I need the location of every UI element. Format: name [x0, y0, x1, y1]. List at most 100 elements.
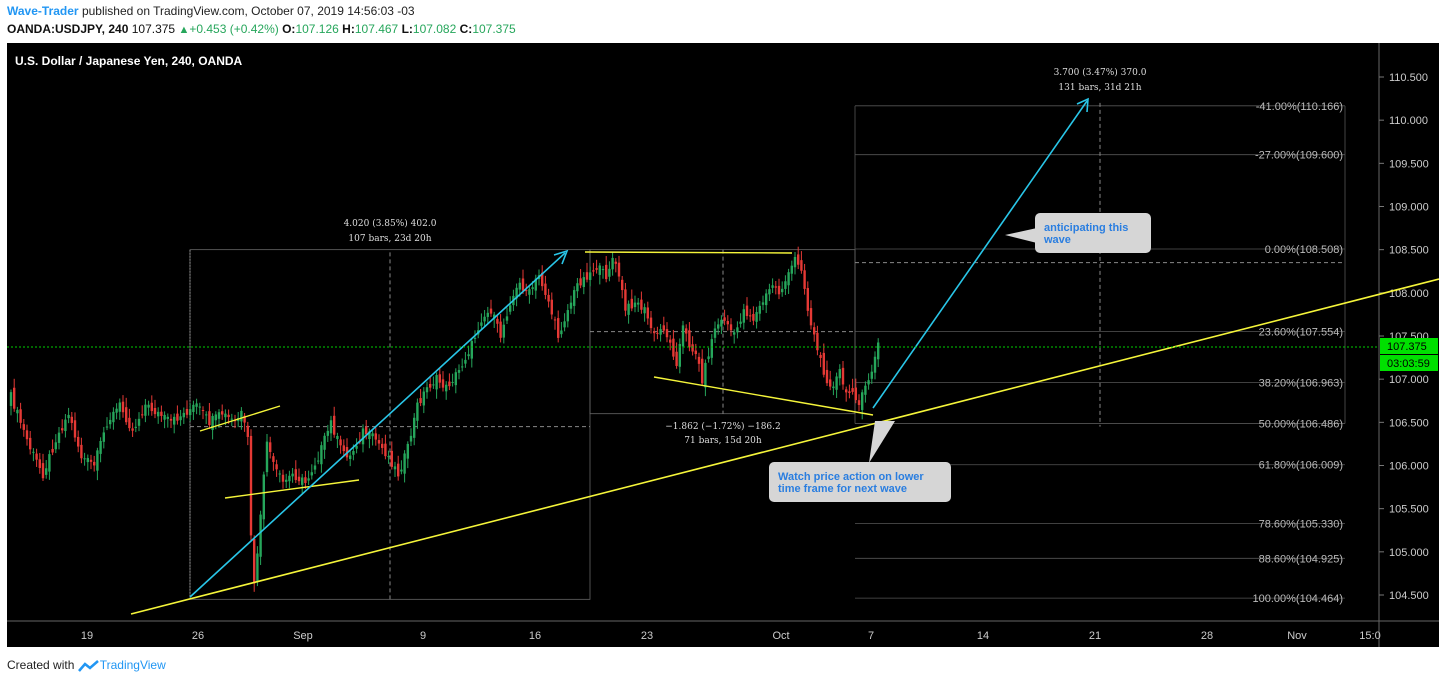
lower-support-line	[653, 376, 874, 416]
footer: Created with TradingView	[7, 658, 166, 672]
candle-body	[832, 386, 835, 389]
candle-body	[157, 411, 160, 417]
candle-body	[214, 414, 217, 421]
candle-body	[531, 287, 534, 290]
drawings[interactable]	[130, 97, 1439, 615]
candle-body	[710, 339, 713, 358]
candle-body	[720, 319, 723, 327]
candle-body	[35, 453, 38, 460]
candle-body	[176, 413, 179, 421]
candle-body	[259, 514, 262, 557]
candle-body	[429, 383, 432, 388]
candle-body	[297, 476, 301, 482]
candle-body	[310, 472, 313, 476]
open-value: 107.126	[295, 22, 339, 36]
candle-body	[54, 442, 57, 450]
low-label: L:	[401, 22, 413, 36]
candle-body	[323, 435, 326, 450]
candle-body	[381, 443, 384, 448]
candle-body	[413, 417, 416, 438]
candle-body	[563, 321, 566, 328]
candle-body	[173, 416, 176, 425]
chart-area[interactable]: 104.500 105.000 105.500 106.000 106.500 107.0…	[7, 43, 1439, 647]
x-tick-label: Sep	[293, 630, 313, 642]
candle-body	[515, 287, 518, 299]
candle-body	[560, 330, 563, 335]
wave-arrow-2-head	[1076, 97, 1089, 113]
fib-level-label: 50.00%(106.486)	[1259, 419, 1343, 431]
fib-level-label: 100.00%(104.464)	[1252, 593, 1343, 605]
x-tick-label: Oct	[772, 630, 789, 642]
candle-body	[387, 456, 390, 458]
candle-body	[329, 420, 333, 434]
fib-level-label: 0.00%(108.508)	[1265, 244, 1343, 256]
candle-body	[109, 419, 112, 425]
price-chart[interactable]: 104.500 105.000 105.500 106.000 106.500 107.0…	[7, 43, 1439, 647]
candle-body	[806, 288, 809, 311]
candle-body	[867, 380, 870, 385]
x-tick-label: 9	[420, 630, 426, 642]
candle-body	[454, 372, 457, 386]
candle-body	[179, 416, 182, 421]
candle-body	[377, 440, 381, 444]
candle-body	[617, 262, 621, 277]
candle-body	[713, 328, 717, 338]
candle-body	[553, 319, 557, 321]
candle-body	[25, 430, 29, 440]
candle-body	[61, 428, 64, 431]
candle-body	[813, 327, 816, 335]
candle-body	[704, 362, 707, 388]
callout-anticipating[interactable]: anticipating this wave	[1005, 213, 1151, 253]
candle-body	[777, 285, 781, 295]
callout-anticipating-line1: anticipating this	[1044, 222, 1128, 234]
candle-body	[877, 342, 880, 360]
candle-body	[733, 332, 736, 335]
candle-body	[752, 313, 755, 321]
price-axis[interactable]: 104.500 105.000 105.500 106.000 106.500 107.0…	[1379, 72, 1429, 602]
tradingview-brand[interactable]: TradingView	[99, 658, 166, 672]
candle-body	[793, 256, 797, 268]
y-tick-label: 106.000	[1389, 461, 1429, 473]
candle-body	[825, 369, 829, 384]
candle-body	[745, 305, 749, 316]
candle-body	[339, 439, 342, 446]
candle-body	[470, 341, 473, 359]
time-axis[interactable]: 19 26 Sep 9 16 23 Oct 7 14 21 28 Nov 15:0	[81, 630, 1381, 642]
candle-body	[656, 332, 659, 334]
candle-body	[128, 417, 131, 429]
published-text: published on TradingView.com, October 07…	[81, 4, 415, 18]
candle-body	[86, 458, 89, 463]
candle-body	[166, 416, 169, 419]
author-name[interactable]: Wave-Trader	[7, 4, 79, 18]
candle-body	[41, 463, 45, 479]
candle-body	[406, 443, 409, 459]
candle-body	[611, 257, 614, 270]
candle-body	[544, 283, 547, 295]
candle-body	[576, 283, 579, 292]
candle-body	[307, 478, 310, 481]
candle-body	[150, 402, 153, 412]
top-resistance-line	[584, 251, 793, 254]
measure-1-line2: 107 bars, 23d 20h	[348, 234, 431, 244]
candle-body	[301, 477, 304, 485]
candle-body	[614, 261, 617, 264]
candle-body	[121, 401, 125, 413]
candle-body	[457, 370, 461, 373]
y-tick-label: 105.000	[1389, 547, 1429, 559]
callout-watch-price[interactable]: Watch price action on lower time frame f…	[769, 421, 951, 502]
candle-body	[9, 392, 13, 406]
candle-body	[601, 269, 605, 271]
candle-body	[365, 426, 368, 435]
tradingview-logo-icon	[77, 659, 99, 672]
x-tick-label: 7	[868, 630, 874, 642]
candle-body	[838, 369, 841, 379]
measure-boxes[interactable]	[189, 102, 1345, 600]
candle-body	[432, 384, 435, 386]
candle-body	[51, 448, 54, 453]
candle-body	[630, 298, 633, 309]
candle-body	[493, 314, 496, 319]
candle-body	[118, 402, 121, 412]
countdown-tag-text: 03:03:59	[1387, 358, 1430, 370]
close-value: 107.375	[472, 22, 516, 36]
candle-body	[304, 477, 307, 484]
